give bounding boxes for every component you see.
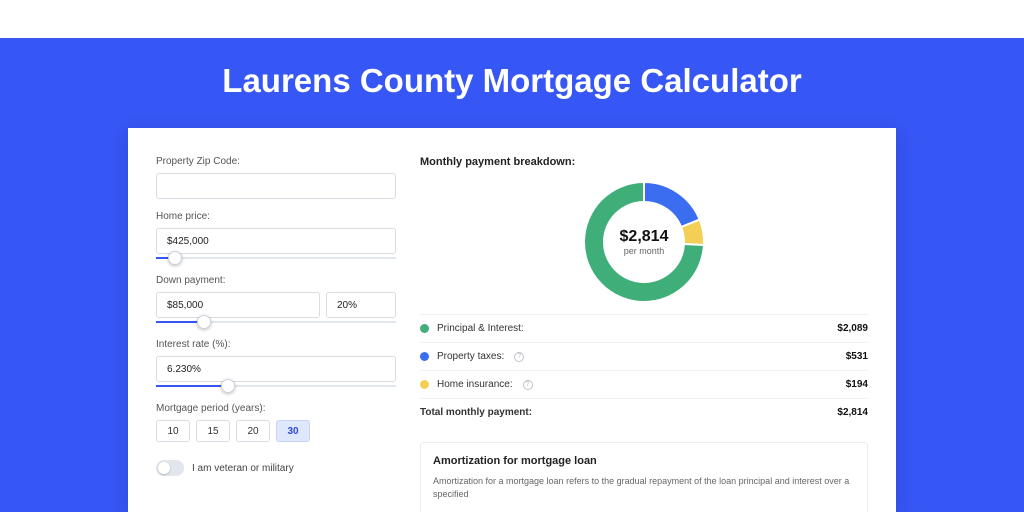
amortization-card: Amortization for mortgage loan Amortizat… [420, 442, 868, 512]
interest-rate-input[interactable] [156, 356, 396, 382]
form-panel: Property Zip Code: Home price: Down paym… [156, 156, 396, 512]
zip-input[interactable] [156, 173, 396, 199]
period-button-10[interactable]: 10 [156, 420, 190, 442]
legend-total-label: Total monthly payment: [420, 407, 532, 418]
period-button-30[interactable]: 30 [276, 420, 310, 442]
home-price-slider[interactable] [156, 253, 396, 263]
down-payment-slider[interactable] [156, 317, 396, 327]
info-icon[interactable] [514, 352, 524, 362]
veteran-row: I am veteran or military [156, 460, 396, 476]
calculator-card: Property Zip Code: Home price: Down paym… [128, 128, 896, 512]
breakdown-title: Monthly payment breakdown: [420, 156, 868, 168]
zip-label: Property Zip Code: [156, 156, 396, 167]
down-payment-pct-input[interactable] [326, 292, 396, 318]
period-button-20[interactable]: 20 [236, 420, 270, 442]
donut-center-sub: per month [624, 246, 665, 256]
period-label: Mortgage period (years): [156, 403, 396, 414]
legend-value: $2,089 [837, 323, 868, 334]
home-price-input[interactable] [156, 228, 396, 254]
down-payment-group: Down payment: [156, 275, 396, 327]
down-payment-input[interactable] [156, 292, 320, 318]
veteran-label: I am veteran or military [192, 463, 294, 474]
home-price-label: Home price: [156, 211, 396, 222]
breakdown-section: Monthly payment breakdown: $2,814 per mo… [420, 156, 868, 426]
zip-field-group: Property Zip Code: [156, 156, 396, 199]
legend-row-insurance: Home insurance: $194 [420, 371, 868, 399]
legend-dot-icon [420, 352, 429, 361]
legend-row-principal: Principal & Interest: $2,089 [420, 315, 868, 343]
legend-value: $531 [846, 351, 868, 362]
legend-row-total: Total monthly payment: $2,814 [420, 399, 868, 426]
interest-rate-slider[interactable] [156, 381, 396, 391]
payment-donut-chart: $2,814 per month [578, 176, 710, 308]
interest-rate-group: Interest rate (%): [156, 339, 396, 391]
legend-label: Principal & Interest: [437, 323, 524, 334]
legend-total-value: $2,814 [837, 407, 868, 418]
info-icon[interactable] [523, 380, 533, 390]
page-title: Laurens County Mortgage Calculator [0, 62, 1024, 100]
legend-label: Property taxes: [437, 351, 504, 362]
legend-value: $194 [846, 379, 868, 390]
period-button-15[interactable]: 15 [196, 420, 230, 442]
legend-dot-icon [420, 380, 429, 389]
results-panel: Monthly payment breakdown: $2,814 per mo… [420, 156, 868, 512]
down-payment-label: Down payment: [156, 275, 396, 286]
veteran-toggle[interactable] [156, 460, 184, 476]
period-group: Mortgage period (years): 10 15 20 30 [156, 403, 396, 442]
amortization-title: Amortization for mortgage loan [433, 455, 855, 467]
donut-center-amount: $2,814 [620, 228, 669, 246]
legend-row-taxes: Property taxes: $531 [420, 343, 868, 371]
legend-label: Home insurance: [437, 379, 513, 390]
legend-dot-icon [420, 324, 429, 333]
interest-rate-label: Interest rate (%): [156, 339, 396, 350]
home-price-group: Home price: [156, 211, 396, 263]
amortization-text: Amortization for a mortgage loan refers … [433, 475, 855, 500]
